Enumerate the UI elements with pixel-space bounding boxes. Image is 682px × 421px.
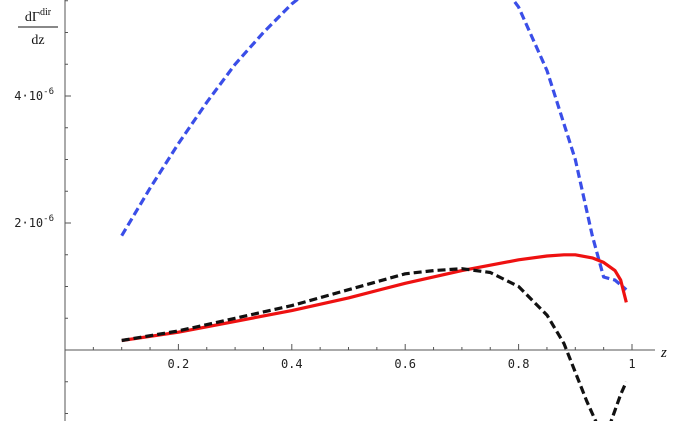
x-tick-label: 0.8 xyxy=(508,357,530,371)
y-axis-label-denominator: dz xyxy=(31,33,44,48)
series-line-blue-dashed xyxy=(120,0,628,291)
y-axis-label-numerator: dΓdir xyxy=(25,7,52,25)
y-axis-label: dΓdir dz xyxy=(18,7,58,48)
x-axis-label: z xyxy=(660,345,667,361)
x-tick-label: 0.6 xyxy=(394,357,416,371)
y-tick-label: 2·10-6 xyxy=(14,214,54,230)
series-line-red-solid xyxy=(121,253,628,343)
ticks: 0.20.40.60.812·10-64·10-66·10-6 xyxy=(14,0,636,414)
series-line-black-dashed xyxy=(121,267,628,421)
axes xyxy=(64,0,655,421)
x-tick-label: 0.4 xyxy=(281,357,303,371)
series-group xyxy=(120,0,628,421)
x-tick-label: 1 xyxy=(628,357,635,371)
x-tick-label: 0.2 xyxy=(168,357,190,371)
y-tick-label: 4·10-6 xyxy=(14,87,54,103)
